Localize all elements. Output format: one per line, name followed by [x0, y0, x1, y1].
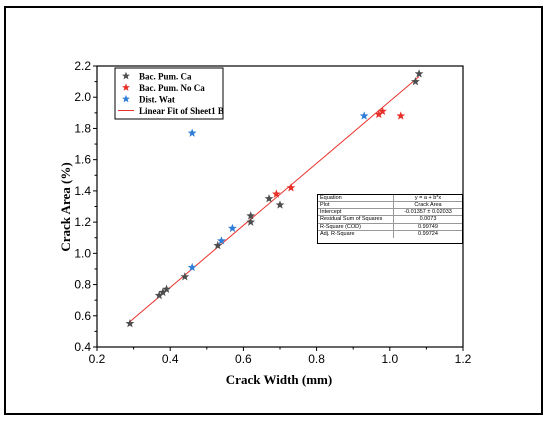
- data-point-star: [180, 272, 190, 281]
- x-tick-label: 0.8: [308, 352, 325, 366]
- fit-statistics-table: Equation y = a + b*x Plot Crack Area Interce…: [317, 194, 463, 244]
- data-point-star: [246, 217, 256, 226]
- data-point-star: [378, 106, 387, 115]
- x-tick-label: 0.6: [235, 352, 252, 366]
- y-tick-label: 1.4: [74, 184, 91, 198]
- legend-label: Bac. Pum. No Ca: [139, 83, 205, 93]
- data-point-star: [213, 240, 223, 250]
- data-point-star: [359, 111, 369, 120]
- data-point-star: [374, 109, 384, 119]
- fit-table-key: Intercept: [318, 209, 394, 216]
- data-point-star: [396, 111, 406, 120]
- fit-table-row: Residual Sum of Squares 0.0073: [318, 216, 462, 224]
- fit-table-row: Equation y = a + b*x: [318, 195, 462, 203]
- y-tick-label: 0.4: [74, 340, 91, 354]
- data-point-star: [246, 211, 256, 220]
- legend-label: Dist. Wat: [139, 95, 175, 105]
- fit-table-value: 0.0073: [419, 216, 437, 223]
- data-point-star: [158, 287, 168, 297]
- data-point-star: [275, 200, 285, 209]
- data-point-star: [162, 284, 171, 293]
- fit-table-value: -0.01357 ± 0.02033: [404, 209, 452, 216]
- fit-table-key: Adj. R-Square: [318, 230, 394, 238]
- fit-table-key: Residual Sum of Squares: [318, 216, 394, 223]
- fit-table-key: R-Square (COD): [318, 223, 394, 230]
- x-axis-label: Crack Width (mm): [226, 372, 332, 387]
- y-tick-label: 2.0: [74, 90, 91, 104]
- linear-fit-line: [129, 76, 420, 322]
- data-point-star: [217, 236, 226, 245]
- fit-table-key: Plot: [318, 202, 394, 209]
- fit-table-value: Crack Area: [414, 202, 442, 209]
- y-tick-label: 1.6: [74, 153, 91, 167]
- data-point-star: [187, 128, 197, 137]
- data-point-star: [411, 77, 420, 86]
- fit-table-row: Intercept -0.01357 ± 0.02033: [318, 209, 462, 217]
- y-axis-label: Crack Area (%): [58, 162, 73, 251]
- data-point-star: [414, 69, 424, 78]
- legend-marker-star: [122, 71, 130, 80]
- fit-table-key: Equation: [318, 195, 394, 202]
- legend-marker-star: [122, 83, 130, 91]
- fit-table-value: 0.99724: [418, 230, 438, 237]
- data-points: [125, 69, 424, 328]
- fit-table-value: 0.99749: [418, 223, 438, 230]
- y-tick-label: 0.6: [74, 309, 91, 323]
- axis-ticks: 0.2 0.4 0.6 0.8 1.0 1.20.40.60.81.01.21.41.61…: [74, 59, 471, 366]
- y-tick-label: 1.8: [74, 121, 91, 135]
- x-tick-label: 1.0: [381, 352, 398, 366]
- fit-table-row: R-Square (COD) 0.99749: [318, 223, 462, 231]
- x-tick-label: 0.4: [162, 352, 179, 366]
- fit-table-value: y = a + b*x: [414, 195, 442, 201]
- x-tick-label: 0.2: [89, 352, 106, 366]
- x-tick-label: 1.2: [455, 352, 472, 366]
- legend-label: Linear Fit of Sheet1 B: [139, 106, 224, 116]
- y-tick-label: 0.8: [74, 278, 91, 292]
- y-tick-label: 1.2: [74, 215, 91, 229]
- data-point-star: [187, 262, 197, 272]
- y-tick-label: 2.2: [74, 59, 91, 73]
- data-point-star: [228, 223, 237, 233]
- legend-label: Bac. Pum. Ca: [139, 72, 192, 82]
- fit-table-row: Adj. R-Square 0.99724: [318, 230, 462, 238]
- data-point-star: [271, 189, 281, 198]
- data-point-star: [264, 194, 274, 203]
- fit-table-row: Plot Crack Area: [318, 202, 462, 210]
- data-point-star: [125, 318, 135, 328]
- data-point-star: [154, 290, 164, 300]
- data-point-star: [286, 183, 296, 192]
- legend-marker-star: [122, 94, 130, 103]
- y-tick-label: 1.0: [74, 246, 91, 260]
